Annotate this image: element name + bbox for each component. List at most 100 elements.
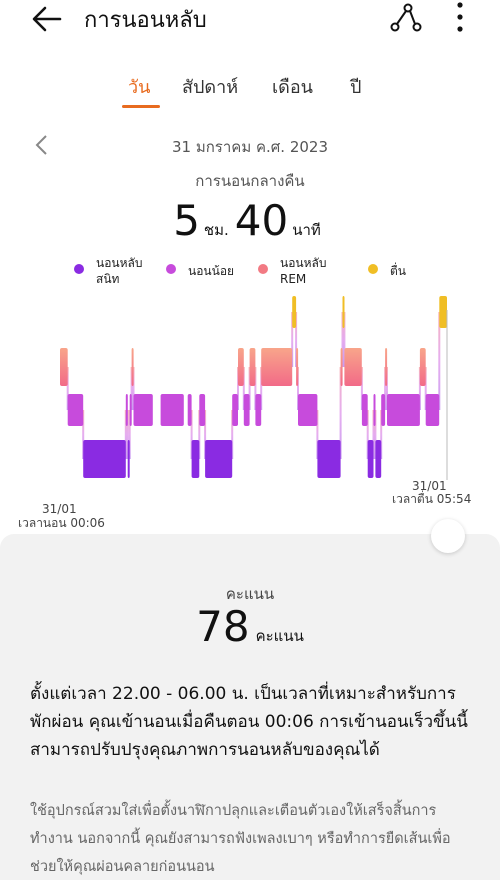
score-label: คะแนน — [225, 585, 275, 603]
stage-bar-awake — [342, 296, 345, 328]
stage-transition — [372, 410, 375, 459]
stage-bar-light — [125, 394, 128, 426]
sleep-score: 78 คะแนน — [0, 602, 500, 651]
stage-bar-rem — [249, 348, 256, 386]
chart-end-date: 31/01 — [412, 479, 447, 493]
duration-hours-unit: ชม. — [203, 221, 229, 239]
stage-connectors — [66, 312, 441, 459]
stage-bar-deep — [83, 440, 126, 478]
stage-transition — [384, 367, 387, 410]
stage-bar-light — [373, 394, 376, 426]
stage-transition — [380, 410, 383, 459]
stage-bar-rem — [419, 348, 426, 386]
stage-transition — [316, 410, 319, 459]
legend-deep: นอนหลับ สนิท — [74, 255, 174, 291]
stage-transition — [66, 367, 69, 410]
stage-bar-awake — [292, 296, 297, 328]
stage-bar-deep — [375, 440, 382, 478]
stage-transition — [204, 410, 207, 459]
legend-label-deep: นอนหลับ สนิท — [96, 256, 143, 286]
tip-text: ใช้อุปกรณ์สวมใส่เพื่อตั้งนาฬิกาปลุกและเต… — [30, 803, 451, 875]
stage-bar-light — [255, 394, 262, 426]
stage-transition — [374, 410, 377, 459]
stage-bar-light — [199, 394, 206, 426]
stage-bar-light — [381, 394, 386, 426]
stage-bars — [60, 296, 447, 478]
stage-transition — [438, 312, 441, 410]
stage-bar-deep — [191, 440, 200, 478]
stage-transition — [198, 410, 201, 459]
arrow-left-icon[interactable] — [30, 4, 64, 34]
active-tab-indicator — [122, 105, 160, 108]
panel-handle[interactable] — [431, 519, 465, 553]
legend-rem: นอนหลับ REM — [258, 255, 358, 291]
stage-bar-light — [129, 394, 132, 426]
legend-awake: ตื่น — [368, 255, 428, 291]
sleep-duration: 5 ชม. 40 นาที — [0, 196, 500, 245]
sleep-stage-chart[interactable]: 31/01 เวลานอน 00:06 31/01 เวลาตื่น 05:54 — [0, 290, 500, 540]
stage-transition — [132, 367, 135, 410]
stage-transition — [248, 367, 251, 410]
legend-light: นอนน้อย — [166, 255, 256, 291]
stage-transition — [339, 367, 342, 459]
stage-transition — [126, 410, 129, 459]
legend-label-awake: ตื่น — [390, 264, 406, 278]
score-unit: คะแนน — [255, 627, 304, 645]
more-vertical-icon[interactable] — [450, 1, 470, 33]
duration-minutes-unit: นาที — [292, 221, 321, 239]
stage-bar-light — [425, 394, 440, 426]
score-panel — [0, 534, 500, 880]
duration-minutes: 40 — [234, 196, 289, 245]
stage-bar-rem — [131, 348, 134, 386]
stage-bar-light — [232, 394, 238, 426]
stage-transition — [295, 312, 298, 367]
legend-dot-rem — [258, 264, 268, 274]
page-title: การนอนหลับ — [84, 8, 207, 33]
stage-bar-light — [361, 394, 368, 426]
stage-transition — [242, 367, 245, 410]
stage-transition — [231, 410, 234, 459]
stage-transition — [424, 367, 427, 410]
stage-bar-rem — [238, 348, 244, 386]
stage-transition — [360, 367, 363, 410]
stage-bar-rem — [261, 348, 293, 386]
chevron-left-icon[interactable] — [34, 134, 50, 156]
stage-bar-rem — [344, 348, 362, 386]
stage-bar-deep — [205, 440, 233, 478]
stage-transition — [343, 312, 346, 367]
stage-bar-light — [187, 394, 192, 426]
score-value: 78 — [196, 602, 250, 651]
tab-year[interactable]: ปี — [350, 77, 362, 98]
legend-label-rem: นอนหลับ REM — [280, 256, 327, 286]
stage-bar-rem — [60, 348, 68, 386]
stage-transition — [297, 367, 299, 410]
stage-transition — [260, 367, 263, 410]
chart-start-time: เวลานอน 00:06 — [18, 516, 105, 530]
duration-hours: 5 — [173, 196, 200, 245]
stage-bar-light — [387, 394, 420, 426]
stage-bar-light — [67, 394, 84, 426]
stage-bar-deep — [367, 440, 374, 478]
app-bar: การนอนหลับ — [0, 0, 500, 40]
stage-transition — [341, 312, 344, 367]
stage-transition — [418, 367, 421, 410]
period-tabs: วัน สัปดาห์ เดือน ปี — [0, 72, 500, 112]
tab-day[interactable]: วัน — [128, 77, 151, 98]
stage-transition — [82, 410, 85, 459]
date-label: 31 มกราคม ค.ศ. 2023 — [171, 138, 329, 156]
stage-bar-awake — [439, 296, 447, 328]
share-icon[interactable] — [390, 3, 422, 33]
chart-start-date: 31/01 — [42, 502, 77, 516]
stage-transition — [386, 367, 388, 410]
tab-month[interactable]: เดือน — [272, 77, 313, 98]
stage-transition — [291, 312, 294, 367]
tab-week[interactable]: สัปดาห์ — [182, 77, 239, 98]
stage-transition — [254, 367, 257, 410]
sleep-type-label: การนอนกลางคืน — [195, 172, 305, 190]
stage-bar-rem — [385, 348, 388, 386]
legend-dot-deep — [74, 264, 84, 274]
stage-transition — [130, 367, 133, 410]
stage-transition — [366, 410, 369, 459]
legend-dot-awake — [368, 264, 378, 274]
stage-bar-light — [243, 394, 250, 426]
